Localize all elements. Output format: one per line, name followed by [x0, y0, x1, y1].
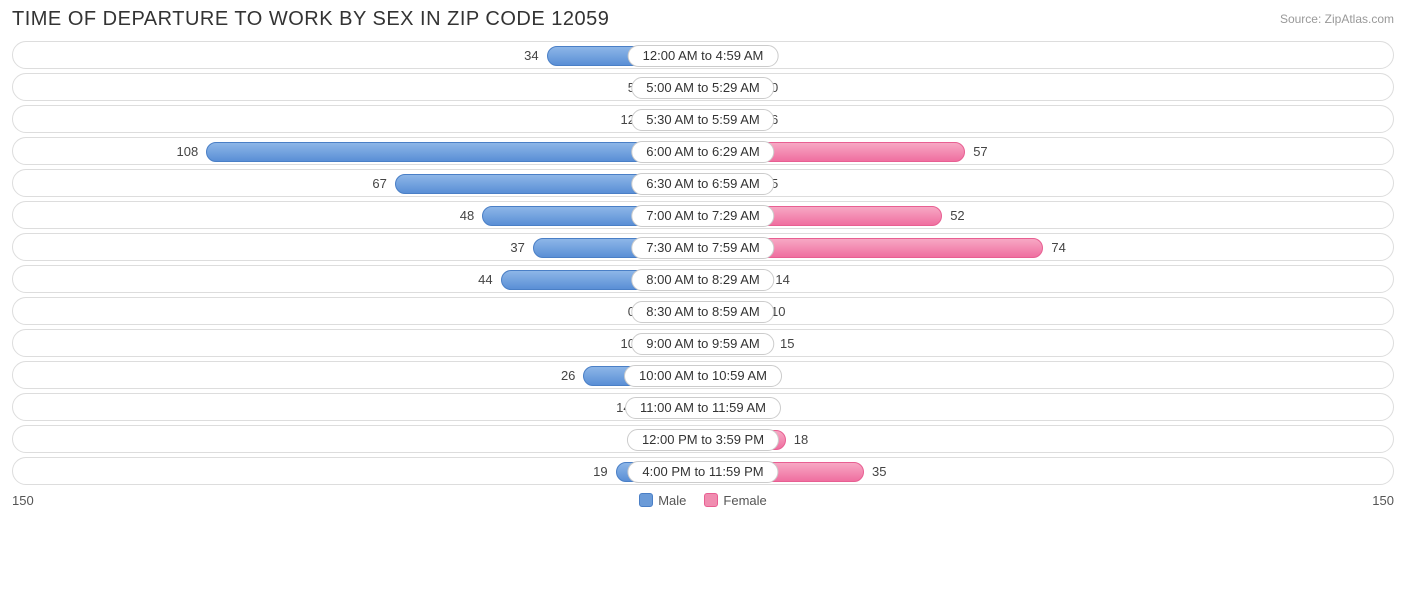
male-value: 19 [593, 458, 607, 486]
category-label: 4:00 PM to 11:59 PM [627, 461, 778, 483]
chart-row: 37 74 7:30 AM to 7:59 AM [12, 233, 1394, 261]
category-label: 10:00 AM to 10:59 AM [624, 365, 782, 387]
category-label: 5:00 AM to 5:29 AM [631, 77, 774, 99]
category-label: 9:00 AM to 9:59 AM [631, 333, 774, 355]
female-value: 15 [780, 330, 794, 358]
header: TIME OF DEPARTURE TO WORK BY SEX IN ZIP … [12, 8, 1394, 31]
chart-row: 34612:00 AM to 4:59 AM [12, 41, 1394, 69]
chart-rows: 34612:00 AM to 4:59 AM 505:00 AM to 5:29 … [12, 41, 1394, 485]
legend-male: Male [639, 493, 686, 508]
male-value: 26 [561, 362, 575, 390]
chart-row: 01812:00 PM to 3:59 PM [12, 425, 1394, 453]
legend-female-label: Female [723, 493, 766, 508]
category-label: 12:00 AM to 4:59 AM [628, 45, 779, 67]
legend-male-label: Male [658, 493, 686, 508]
category-label: 11:00 AM to 11:59 AM [625, 397, 781, 419]
category-label: 6:00 AM to 6:29 AM [631, 141, 774, 163]
category-label: 12:00 PM to 3:59 PM [627, 429, 779, 451]
chart-row: 108 57 6:00 AM to 6:29 AM [12, 137, 1394, 165]
chart-row: 505:00 AM to 5:29 AM [12, 73, 1394, 101]
chart-footer: 150 Male Female 150 [12, 493, 1394, 508]
male-value: 108 [177, 138, 199, 166]
male-value: 48 [460, 202, 474, 230]
chart-container: TIME OF DEPARTURE TO WORK BY SEX IN ZIP … [0, 0, 1406, 518]
chart-row: 48 52 7:00 AM to 7:29 AM [12, 201, 1394, 229]
chart-row: 6756:30 AM to 6:59 AM [12, 169, 1394, 197]
chart-row: 44 148:00 AM to 8:29 AM [12, 265, 1394, 293]
male-swatch-icon [639, 493, 653, 507]
female-value: 52 [950, 202, 964, 230]
category-label: 8:00 AM to 8:29 AM [631, 269, 774, 291]
female-value: 18 [794, 426, 808, 454]
female-value: 57 [973, 138, 987, 166]
male-bar [206, 142, 703, 162]
category-label: 5:30 AM to 5:59 AM [631, 109, 774, 131]
male-value: 37 [510, 234, 524, 262]
chart-row: 26910:00 AM to 10:59 AM [12, 361, 1394, 389]
category-label: 7:30 AM to 7:59 AM [631, 237, 774, 259]
chart-row: 19 35 4:00 PM to 11:59 PM [12, 457, 1394, 485]
axis-max-right: 150 [1354, 493, 1394, 508]
legend-female: Female [704, 493, 766, 508]
chart-title: TIME OF DEPARTURE TO WORK BY SEX IN ZIP … [12, 8, 609, 31]
source-label: Source: ZipAtlas.com [1280, 12, 1394, 26]
axis-max-left: 150 [12, 493, 52, 508]
chart-row: 0108:30 AM to 8:59 AM [12, 297, 1394, 325]
male-value: 67 [372, 170, 386, 198]
chart-row: 1265:30 AM to 5:59 AM [12, 105, 1394, 133]
female-value: 74 [1051, 234, 1065, 262]
male-value: 44 [478, 266, 492, 294]
chart-row: 10159:00 AM to 9:59 AM [12, 329, 1394, 357]
category-label: 7:00 AM to 7:29 AM [631, 205, 774, 227]
category-label: 8:30 AM to 8:59 AM [631, 301, 774, 323]
chart-row: 14011:00 AM to 11:59 AM [12, 393, 1394, 421]
legend: Male Female [639, 493, 767, 508]
male-value: 34 [524, 42, 538, 70]
category-label: 6:30 AM to 6:59 AM [631, 173, 774, 195]
female-value: 35 [872, 458, 886, 486]
female-swatch-icon [704, 493, 718, 507]
female-value: 14 [775, 266, 789, 294]
